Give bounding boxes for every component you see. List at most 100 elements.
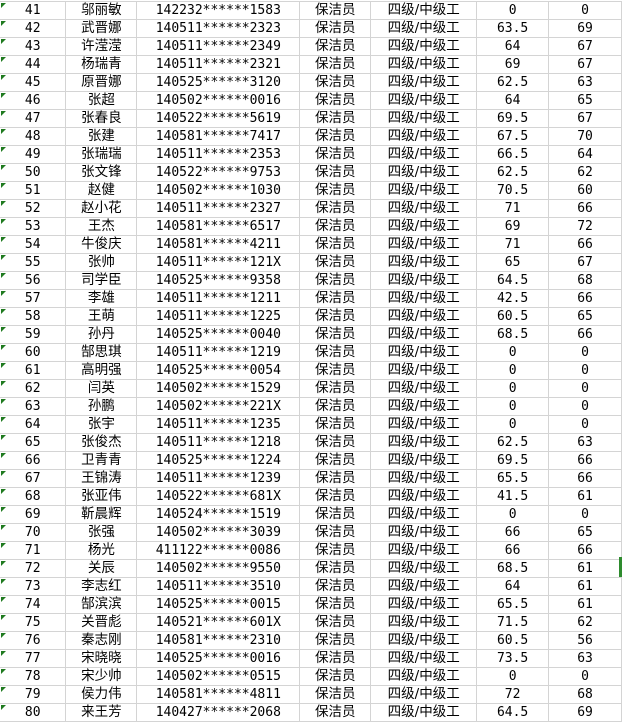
level-cell[interactable]: 四级/中级工 [370, 361, 478, 380]
score2-cell[interactable]: 0 [548, 505, 622, 524]
row-number-cell[interactable]: 79 [0, 685, 67, 704]
name-cell[interactable]: 来王芳 [65, 703, 138, 722]
job-cell[interactable]: 保洁员 [299, 235, 372, 254]
id-number-cell[interactable]: 140511******3510 [136, 577, 301, 596]
name-cell[interactable]: 牛俊庆 [65, 235, 138, 254]
row-number-cell[interactable]: 46 [0, 91, 67, 110]
row-number-cell[interactable]: 53 [0, 217, 67, 236]
score2-cell[interactable]: 66 [548, 199, 622, 218]
level-cell[interactable]: 四级/中级工 [370, 1, 478, 20]
name-cell[interactable]: 卫青青 [65, 451, 138, 470]
score2-cell[interactable]: 66 [548, 235, 622, 254]
score2-cell[interactable]: 72 [548, 217, 622, 236]
id-number-cell[interactable]: 140525******1224 [136, 451, 301, 470]
name-cell[interactable]: 靳晨辉 [65, 505, 138, 524]
score1-cell[interactable]: 66.5 [476, 145, 550, 164]
score2-cell[interactable]: 61 [548, 577, 622, 596]
score1-cell[interactable]: 42.5 [476, 289, 550, 308]
level-cell[interactable]: 四级/中级工 [370, 541, 478, 560]
score2-cell[interactable]: 67 [548, 55, 622, 74]
name-cell[interactable]: 原晋娜 [65, 73, 138, 92]
score1-cell[interactable]: 0 [476, 343, 550, 362]
score1-cell[interactable]: 0 [476, 379, 550, 398]
name-cell[interactable]: 邬丽敏 [65, 1, 138, 20]
job-cell[interactable]: 保洁员 [299, 325, 372, 344]
job-cell[interactable]: 保洁员 [299, 37, 372, 56]
score2-cell[interactable]: 66 [548, 289, 622, 308]
score2-cell[interactable]: 66 [548, 325, 622, 344]
score1-cell[interactable]: 62.5 [476, 73, 550, 92]
id-number-cell[interactable]: 142232******1583 [136, 1, 301, 20]
row-number-cell[interactable]: 56 [0, 271, 67, 290]
row-number-cell[interactable]: 74 [0, 595, 67, 614]
score2-cell[interactable]: 62 [548, 163, 622, 182]
level-cell[interactable]: 四级/中级工 [370, 271, 478, 290]
score1-cell[interactable]: 0 [476, 667, 550, 686]
row-number-cell[interactable]: 54 [0, 235, 67, 254]
score2-cell[interactable]: 67 [548, 37, 622, 56]
row-number-cell[interactable]: 50 [0, 163, 67, 182]
row-number-cell[interactable]: 66 [0, 451, 67, 470]
row-number-cell[interactable]: 70 [0, 523, 67, 542]
score1-cell[interactable]: 68.5 [476, 325, 550, 344]
score2-cell[interactable]: 0 [548, 343, 622, 362]
level-cell[interactable]: 四级/中级工 [370, 199, 478, 218]
id-number-cell[interactable]: 140581******4811 [136, 685, 301, 704]
score2-cell[interactable]: 62 [548, 613, 622, 632]
score1-cell[interactable]: 65.5 [476, 469, 550, 488]
job-cell[interactable]: 保洁员 [299, 559, 372, 578]
row-number-cell[interactable]: 72 [0, 559, 67, 578]
level-cell[interactable]: 四级/中级工 [370, 181, 478, 200]
level-cell[interactable]: 四级/中级工 [370, 649, 478, 668]
level-cell[interactable]: 四级/中级工 [370, 703, 478, 722]
level-cell[interactable]: 四级/中级工 [370, 19, 478, 38]
job-cell[interactable]: 保洁员 [299, 685, 372, 704]
score1-cell[interactable]: 72 [476, 685, 550, 704]
row-number-cell[interactable]: 77 [0, 649, 67, 668]
score2-cell[interactable]: 67 [548, 109, 622, 128]
score1-cell[interactable]: 0 [476, 361, 550, 380]
id-number-cell[interactable]: 411122******0086 [136, 541, 301, 560]
score1-cell[interactable]: 71.5 [476, 613, 550, 632]
job-cell[interactable]: 保洁员 [299, 127, 372, 146]
level-cell[interactable]: 四级/中级工 [370, 379, 478, 398]
level-cell[interactable]: 四级/中级工 [370, 325, 478, 344]
row-number-cell[interactable]: 57 [0, 289, 67, 308]
score1-cell[interactable]: 62.5 [476, 433, 550, 452]
score2-cell[interactable]: 66 [548, 541, 622, 560]
id-number-cell[interactable]: 140522******681X [136, 487, 301, 506]
id-number-cell[interactable]: 140511******2349 [136, 37, 301, 56]
name-cell[interactable]: 武晋娜 [65, 19, 138, 38]
score2-cell[interactable]: 0 [548, 415, 622, 434]
job-cell[interactable]: 保洁员 [299, 91, 372, 110]
score1-cell[interactable]: 69.5 [476, 109, 550, 128]
id-number-cell[interactable]: 140511******1235 [136, 415, 301, 434]
row-number-cell[interactable]: 63 [0, 397, 67, 416]
name-cell[interactable]: 侯力伟 [65, 685, 138, 704]
name-cell[interactable]: 张建 [65, 127, 138, 146]
name-cell[interactable]: 张强 [65, 523, 138, 542]
id-number-cell[interactable]: 140502******1030 [136, 181, 301, 200]
row-number-cell[interactable]: 69 [0, 505, 67, 524]
job-cell[interactable]: 保洁员 [299, 253, 372, 272]
score2-cell[interactable]: 67 [548, 253, 622, 272]
job-cell[interactable]: 保洁员 [299, 181, 372, 200]
score1-cell[interactable]: 0 [476, 505, 550, 524]
score2-cell[interactable]: 61 [548, 487, 622, 506]
score1-cell[interactable]: 69 [476, 55, 550, 74]
level-cell[interactable]: 四级/中级工 [370, 595, 478, 614]
job-cell[interactable]: 保洁员 [299, 595, 372, 614]
id-number-cell[interactable]: 140525******0040 [136, 325, 301, 344]
id-number-cell[interactable]: 140511******1219 [136, 343, 301, 362]
job-cell[interactable]: 保洁员 [299, 577, 372, 596]
id-number-cell[interactable]: 140581******7417 [136, 127, 301, 146]
score1-cell[interactable]: 0 [476, 415, 550, 434]
name-cell[interactable]: 关辰 [65, 559, 138, 578]
level-cell[interactable]: 四级/中级工 [370, 73, 478, 92]
score2-cell[interactable]: 69 [548, 703, 622, 722]
id-number-cell[interactable]: 140511******2321 [136, 55, 301, 74]
job-cell[interactable]: 保洁员 [299, 199, 372, 218]
name-cell[interactable]: 张亚伟 [65, 487, 138, 506]
row-number-cell[interactable]: 62 [0, 379, 67, 398]
job-cell[interactable]: 保洁员 [299, 649, 372, 668]
